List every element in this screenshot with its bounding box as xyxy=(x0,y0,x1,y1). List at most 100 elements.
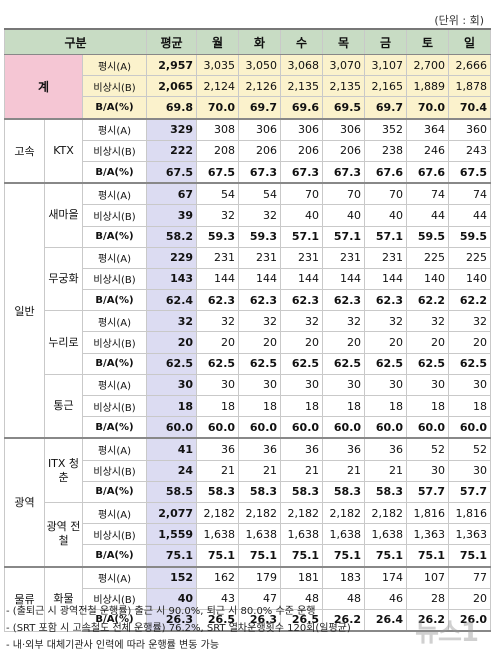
value-cell: 26.0 xyxy=(448,608,492,633)
value-cell: 231 xyxy=(196,246,240,269)
metric-cell: 비상시(B) xyxy=(81,459,148,482)
value-cell: 57.7 xyxy=(448,480,492,503)
category-cell: 일반 xyxy=(4,182,45,439)
value-cell: 69.6 xyxy=(280,96,324,120)
value-cell: 26.2 xyxy=(406,608,450,633)
value-cell: 70 xyxy=(280,182,324,206)
value-cell: 44 xyxy=(448,204,492,227)
average-cell: 62.4 xyxy=(146,289,198,312)
metric-cell: 비상시(B) xyxy=(81,204,148,227)
value-cell: 181 xyxy=(280,565,324,589)
value-cell: 69.7 xyxy=(364,96,408,120)
value-cell: 32 xyxy=(280,310,324,333)
value-cell: 30 xyxy=(448,459,492,482)
metric-cell: 비상시(B) xyxy=(81,523,148,546)
table-row: 광역 ITX 청춘 평시(A) 41 36 36 36 36 36 52 52 xyxy=(4,437,492,568)
value-cell: 1,638 xyxy=(322,523,366,546)
value-cell: 107 xyxy=(406,565,450,589)
value-cell: 58.3 xyxy=(196,480,240,503)
value-cell: 77 xyxy=(448,565,492,589)
value-cell: 26.4 xyxy=(364,608,408,633)
value-cell: 40 xyxy=(364,204,408,227)
table-row: 비상시(B) 2,065 2,124 2,126 2,135 2,135 2,165 1,88… xyxy=(5,75,492,98)
metric-cell: 평시(A) xyxy=(81,53,148,77)
value-cell: 144 xyxy=(364,267,408,291)
table-row: 통근 평시(A) 30 30 30 30 30 30 30 30 xyxy=(5,373,492,439)
table-row: 비상시(B) 222 208 206 206 206 238 246 243 xyxy=(5,139,492,162)
metric-cell: 평시(A) xyxy=(81,310,148,333)
value-cell: 69.5 xyxy=(322,96,366,120)
value-cell: 231 xyxy=(280,246,324,269)
value-cell: 2,182 xyxy=(364,501,408,525)
value-cell: 75.1 xyxy=(364,544,408,567)
value-cell: 57.1 xyxy=(322,225,366,248)
value-cell: 140 xyxy=(406,267,450,291)
value-cell: 21 xyxy=(280,459,324,482)
value-cell: 60.0 xyxy=(322,416,366,439)
subcategory-cell: 무궁화 xyxy=(44,246,83,312)
value-cell: 58.3 xyxy=(238,480,282,503)
average-cell: 67.5 xyxy=(146,160,198,184)
value-cell: 1,363 xyxy=(448,523,492,546)
value-cell: 67.6 xyxy=(364,160,408,184)
value-cell: 62.5 xyxy=(196,352,240,375)
unit-label: (단위 : 회) xyxy=(434,14,484,27)
header-cell: 평균 xyxy=(146,28,198,55)
value-cell: 2,700 xyxy=(406,53,450,77)
value-cell: 30 xyxy=(406,373,450,397)
average-cell: 229 xyxy=(146,246,198,269)
value-cell: 18 xyxy=(238,394,282,418)
value-cell: 26.5 xyxy=(196,608,240,633)
value-cell: 62.5 xyxy=(406,352,450,375)
table-row: 비상시(B) 18 18 18 18 18 18 18 18 xyxy=(5,394,492,418)
value-cell: 36 xyxy=(196,437,240,461)
metric-cell: 평시(A) xyxy=(81,182,148,206)
value-cell: 2,182 xyxy=(322,501,366,525)
value-cell: 75.1 xyxy=(322,544,366,567)
value-cell: 208 xyxy=(196,139,240,162)
value-cell: 58.3 xyxy=(280,480,324,503)
value-cell: 306 xyxy=(238,117,282,141)
value-cell: 43 xyxy=(196,587,240,610)
value-cell: 36 xyxy=(322,437,366,461)
metric-cell: 평시(A) xyxy=(81,117,148,141)
value-cell: 62.3 xyxy=(364,289,408,312)
value-cell: 75.1 xyxy=(448,544,492,567)
value-cell: 20 xyxy=(364,331,408,354)
value-cell: 2,666 xyxy=(448,53,492,77)
value-cell: 18 xyxy=(196,394,240,418)
header-cell: 일 xyxy=(448,28,492,55)
value-cell: 58.3 xyxy=(364,480,408,503)
value-cell: 70.0 xyxy=(196,96,240,120)
value-cell: 67.6 xyxy=(406,160,450,184)
value-cell: 59.5 xyxy=(448,225,492,248)
average-cell: 143 xyxy=(146,267,198,291)
value-cell: 183 xyxy=(322,565,366,589)
value-cell: 1,878 xyxy=(448,75,492,98)
value-cell: 60.0 xyxy=(196,416,240,439)
value-cell: 28 xyxy=(406,587,450,610)
value-cell: 231 xyxy=(322,246,366,269)
value-cell: 21 xyxy=(364,459,408,482)
metric-cell: B/A(%) xyxy=(81,544,148,567)
value-cell: 58.3 xyxy=(322,480,366,503)
value-cell: 1,638 xyxy=(364,523,408,546)
value-cell: 57.7 xyxy=(406,480,450,503)
table-row: B/A(%) 58.2 59.3 59.3 57.1 57.1 57.1 59.5 59.5 xyxy=(5,225,492,248)
average-cell: 58.5 xyxy=(146,480,198,503)
value-cell: 62.3 xyxy=(280,289,324,312)
value-cell: 21 xyxy=(196,459,240,482)
value-cell: 57.1 xyxy=(280,225,324,248)
value-cell: 30 xyxy=(238,373,282,397)
value-cell: 20 xyxy=(448,587,492,610)
value-cell: 62.5 xyxy=(364,352,408,375)
value-cell: 1,638 xyxy=(280,523,324,546)
value-cell: 40 xyxy=(322,204,366,227)
value-cell: 30 xyxy=(280,373,324,397)
value-cell: 75.1 xyxy=(238,544,282,567)
average-cell: 222 xyxy=(146,139,198,162)
value-cell: 67.5 xyxy=(196,160,240,184)
value-cell: 26.3 xyxy=(238,608,282,633)
value-cell: 32 xyxy=(364,310,408,333)
value-cell: 20 xyxy=(406,331,450,354)
